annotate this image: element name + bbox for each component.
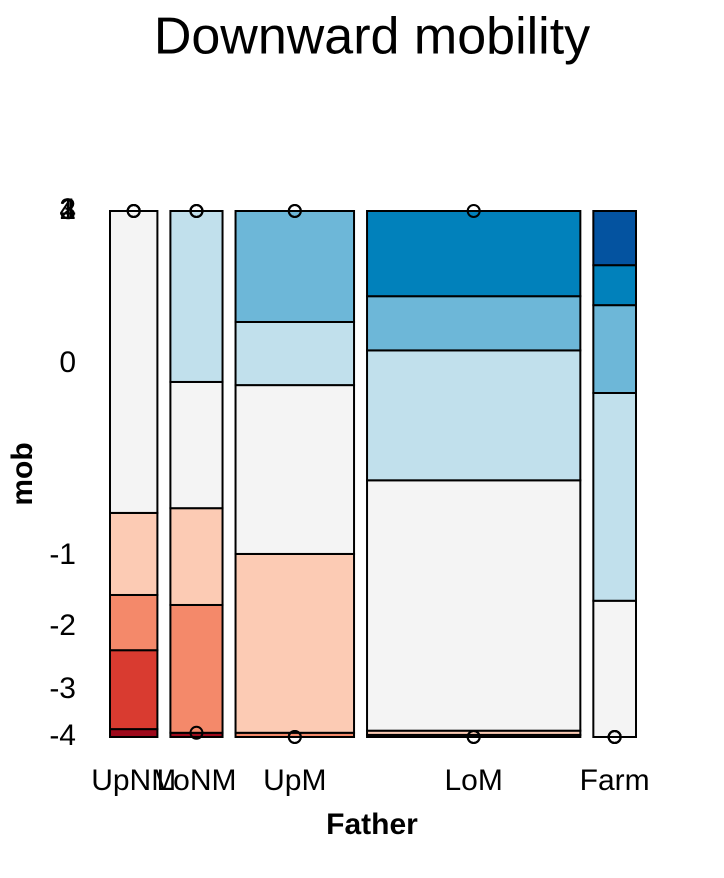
x-tick-label: LoM xyxy=(445,764,503,797)
empty-cell-marker xyxy=(287,204,302,218)
y-tick-label: -3 xyxy=(49,672,76,705)
mosaic-cell xyxy=(592,599,638,738)
y-tick-label: 2 xyxy=(59,193,76,226)
y-tick-label: -2 xyxy=(49,609,76,642)
empty-cell-marker xyxy=(466,204,481,218)
y-tick-label: 0 xyxy=(59,346,76,379)
empty-cell-marker xyxy=(189,725,204,740)
empty-cell-marker xyxy=(126,204,141,218)
mosaic-cell xyxy=(109,511,159,596)
mosaic-cell xyxy=(234,384,356,555)
x-axis-label: Father xyxy=(326,808,418,841)
mosaic-cell xyxy=(592,391,638,602)
chart-title: Downward mobility xyxy=(154,8,590,66)
mosaic-cell xyxy=(169,380,224,510)
mosaic-cell xyxy=(109,593,159,652)
y-tick-label: -4 xyxy=(49,719,76,752)
y-tick-label: 1 xyxy=(59,193,76,226)
empty-cell-marker xyxy=(189,204,204,218)
mosaic-cell xyxy=(234,320,356,387)
mosaic-cell xyxy=(592,304,638,394)
mosaic-cell xyxy=(169,603,224,734)
mosaic-cell xyxy=(109,728,159,738)
mosaic-cell xyxy=(592,210,638,267)
x-tick-label: UpNM xyxy=(91,764,176,797)
y-tick-label: -1 xyxy=(49,538,76,571)
mosaic-cell xyxy=(366,349,582,482)
x-tick-label: Farm xyxy=(580,764,650,797)
mosaic-cell xyxy=(366,295,582,352)
mosaic-cell xyxy=(109,649,159,731)
empty-cell-marker xyxy=(287,730,302,744)
mosaic-cell xyxy=(366,479,582,732)
mosaic-cell xyxy=(169,507,224,606)
x-tick-label: LoNM xyxy=(156,764,236,797)
y-tick-label: 3 xyxy=(59,193,76,226)
mosaic-cell xyxy=(234,552,356,734)
empty-cell-marker xyxy=(607,730,622,744)
x-tick-label: UpM xyxy=(263,764,326,797)
empty-cell-marker xyxy=(466,730,481,744)
mosaic-cell xyxy=(366,210,582,298)
mosaic-cell xyxy=(592,264,638,307)
mosaic-cell xyxy=(109,210,159,514)
y-tick-label: 4 xyxy=(59,193,76,226)
mosaic-cell xyxy=(234,210,356,323)
mosaic-cell xyxy=(169,210,224,383)
y-axis-label: mob xyxy=(6,442,39,505)
